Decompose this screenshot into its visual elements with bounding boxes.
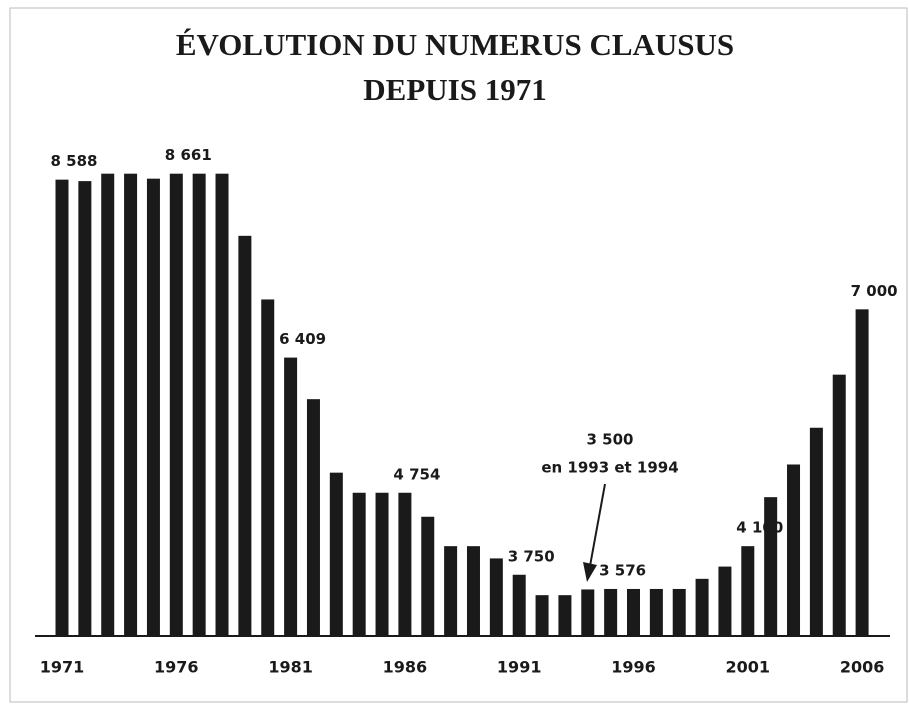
x-tick-label: 2006 bbox=[840, 658, 885, 677]
value-label: 3 576 bbox=[599, 561, 646, 579]
arrow bbox=[589, 483, 606, 567]
x-tick-label: 1981 bbox=[268, 658, 313, 677]
value-label: 7 000 bbox=[851, 282, 898, 300]
bar bbox=[215, 173, 229, 636]
bar bbox=[764, 497, 778, 636]
bar bbox=[421, 516, 435, 636]
bar bbox=[535, 595, 549, 636]
bar bbox=[604, 588, 618, 636]
bar bbox=[101, 173, 115, 636]
bar bbox=[284, 357, 298, 636]
bar bbox=[375, 492, 389, 636]
value-label: 8 661 bbox=[165, 146, 212, 164]
value-label: 3 750 bbox=[508, 547, 555, 565]
x-tick-label: 1976 bbox=[154, 658, 199, 677]
bar bbox=[695, 578, 709, 636]
bar bbox=[444, 546, 458, 636]
bar bbox=[489, 558, 503, 636]
bar bbox=[672, 588, 686, 636]
x-tick-label: 1991 bbox=[497, 658, 542, 677]
bar bbox=[398, 492, 412, 636]
bar bbox=[306, 399, 320, 636]
bar bbox=[124, 173, 138, 636]
frame bbox=[9, 7, 908, 703]
bar bbox=[649, 588, 663, 636]
value-label: 6 409 bbox=[279, 330, 326, 348]
x-tick-label: 1986 bbox=[383, 658, 428, 677]
bar bbox=[78, 181, 92, 636]
chart-title: DEPUIS 1971 bbox=[363, 72, 546, 107]
bar bbox=[718, 566, 732, 636]
bar bbox=[192, 173, 206, 636]
value-label: 8 588 bbox=[51, 152, 98, 170]
arrow-head bbox=[583, 562, 597, 582]
annotation: en 1993 et 1994 bbox=[541, 459, 678, 477]
value-label: 4 754 bbox=[393, 465, 440, 483]
bar bbox=[238, 235, 252, 637]
x-tick-label: 2001 bbox=[726, 658, 771, 677]
bar bbox=[809, 427, 823, 636]
bar bbox=[146, 178, 160, 636]
bar bbox=[832, 374, 846, 636]
bar bbox=[855, 309, 869, 636]
bar bbox=[741, 546, 755, 636]
x-tick-label: 1971 bbox=[40, 658, 85, 677]
bar bbox=[512, 574, 526, 636]
bar bbox=[581, 589, 595, 636]
bar bbox=[466, 546, 480, 636]
bar bbox=[169, 173, 183, 636]
bar bbox=[787, 464, 801, 636]
bar bbox=[261, 299, 275, 636]
annotation: 3 500 bbox=[587, 431, 634, 449]
x-tick-label: 1996 bbox=[611, 658, 656, 677]
bar bbox=[55, 179, 69, 636]
bar bbox=[558, 595, 572, 636]
chart-title: ÉVOLUTION DU NUMERUS CLAUSUS bbox=[176, 27, 734, 62]
bar bbox=[627, 588, 640, 636]
bar bbox=[352, 492, 366, 636]
bar bbox=[329, 472, 343, 636]
